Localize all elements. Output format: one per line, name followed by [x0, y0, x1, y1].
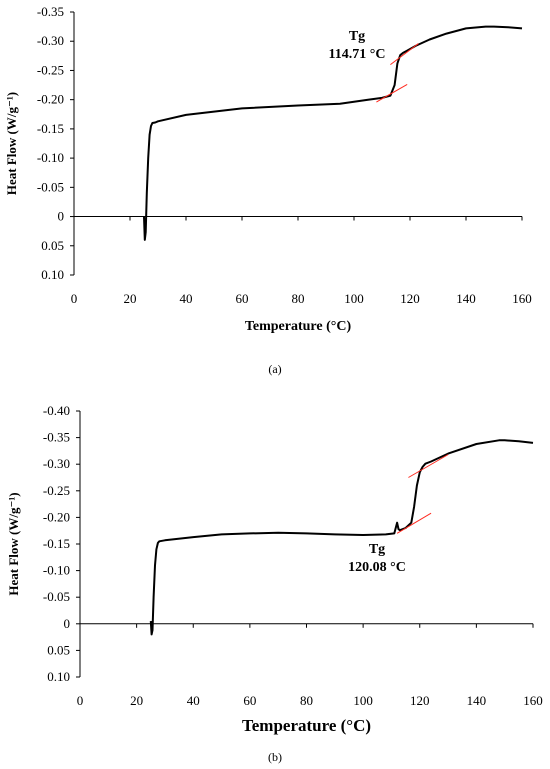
x-tick-label: 0: [71, 291, 78, 306]
y-tick-label: 0.05: [41, 238, 64, 253]
tg-annotation-label: Tg: [369, 542, 385, 557]
chart-panel-b: -0.40 -0.35 -0.30 -0.25 -0.20 -0.15 -0.10 -0.05…: [0, 385, 550, 769]
tangent-line: [396, 512, 432, 534]
x-axis-title: Temperature (°C): [245, 319, 352, 334]
dsc-chart-b: -0.40 -0.35 -0.30 -0.25 -0.20 -0.15 -0.10 -0.05…: [6, 403, 543, 735]
heat-flow-curve: [143, 25, 523, 241]
dsc-chart-a: -0.35 -0.30 -0.25 -0.20 -0.15 -0.10 -0.05 0 0.05…: [4, 4, 532, 334]
x-tick-label: 160: [512, 291, 532, 306]
caption-a: (a): [268, 362, 282, 376]
y-tick-label: 0.05: [47, 642, 70, 657]
x-tick-label: 140: [456, 291, 476, 306]
tangent-line: [376, 84, 408, 103]
y-tick-label: -0.15: [43, 536, 70, 551]
x-tick-label: 140: [467, 693, 487, 708]
y-tick-label: -0.30: [37, 33, 64, 48]
y-tick-label: 0.10: [47, 669, 70, 684]
x-tick-label: 20: [124, 291, 137, 306]
x-tick-label: 40: [187, 693, 200, 708]
x-tick-label: 80: [292, 291, 305, 306]
y-tick-label: -0.20: [37, 92, 64, 107]
x-tick-label: 120: [400, 291, 420, 306]
chart-panel-a: -0.35 -0.30 -0.25 -0.20 -0.15 -0.10 -0.05 0 0.05…: [4, 4, 532, 376]
heat-flow-curve: [149, 439, 534, 636]
y-tick-label: -0.05: [37, 179, 64, 194]
x-axis-title: Temperature (°C): [242, 716, 371, 735]
y-axis-title: Heat Flow (W/g⁻¹): [6, 492, 21, 595]
y-tick-label: -0.05: [43, 589, 70, 604]
x-tick-label: 0: [77, 693, 84, 708]
y-tick-label: -0.20: [43, 509, 70, 524]
tg-annotation-label: Tg: [349, 29, 365, 44]
x-tick-label: 40: [180, 291, 193, 306]
x-tick-label: 100: [353, 693, 373, 708]
y-tick-label: 0: [64, 616, 71, 631]
y-axis-title: Heat Flow (W/g⁻¹): [4, 92, 19, 195]
y-tick-label: -0.10: [37, 150, 64, 165]
y-tick-label: -0.10: [43, 563, 70, 578]
y-tick-label: -0.40: [43, 403, 70, 418]
y-tick-label: -0.30: [43, 456, 70, 471]
tangent-line: [390, 43, 419, 65]
tangent-line: [408, 454, 449, 478]
x-tick-label: 160: [523, 693, 543, 708]
x-tick-label: 120: [410, 693, 430, 708]
y-tick-label: -0.25: [43, 483, 70, 498]
y-tick-label: -0.35: [37, 4, 64, 19]
x-tick-label: 100: [344, 291, 364, 306]
x-tick-label: 60: [243, 693, 256, 708]
tg-annotation-value: 120.08 °C: [348, 560, 406, 575]
tg-annotation-value: 114.71 °C: [329, 47, 386, 62]
x-tick-label: 80: [300, 693, 313, 708]
x-tick-label: 20: [130, 693, 143, 708]
y-tick-label: -0.15: [37, 121, 64, 136]
y-tick-label: -0.25: [37, 62, 64, 77]
caption-b: (b): [268, 750, 282, 764]
x-tick-label: 60: [236, 291, 249, 306]
y-tick-label: -0.35: [43, 430, 70, 445]
y-tick-label: 0.10: [41, 267, 64, 282]
y-tick-label: 0: [58, 209, 65, 224]
